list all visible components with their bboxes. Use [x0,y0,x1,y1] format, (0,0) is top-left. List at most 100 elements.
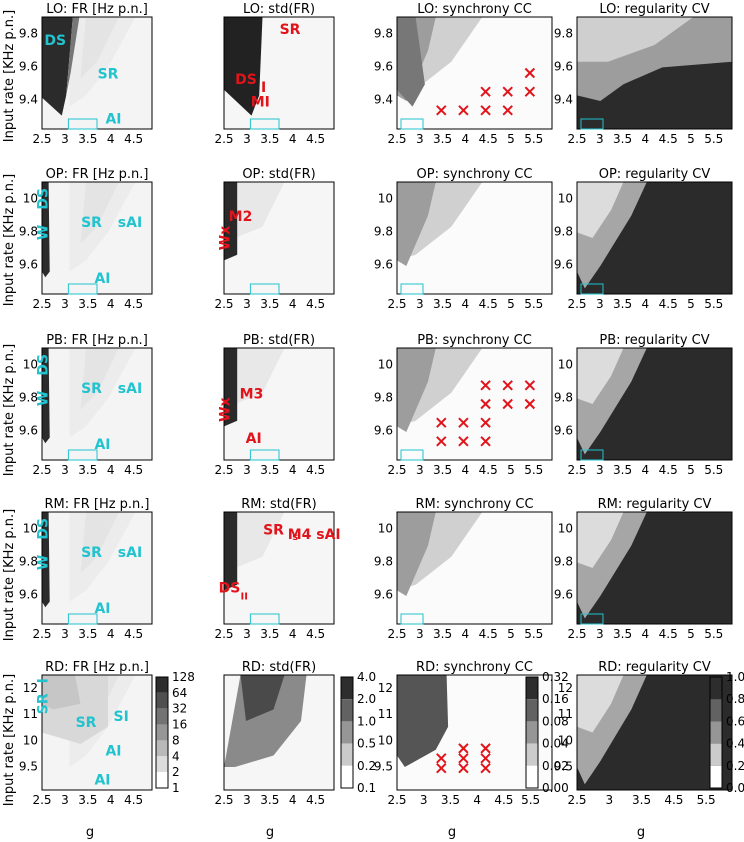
colorbar-tick: 128 [172,670,195,684]
colorbar-segment [156,740,168,757]
annotation-label: AI [105,744,121,760]
xtick-label: 3 [243,132,251,146]
colorbar-tick: 1 [172,781,180,795]
cross-marker [458,762,469,774]
panel-frame [576,16,733,130]
panel-title: LO: FR [Hz p.n.] [46,2,148,17]
xtick-label: 2.5 [214,793,233,807]
colorbar-4: 1.0 0.8 0.6 0.4 0.2 0.0 [709,670,744,795]
xtick-label: 3 [243,793,251,807]
panel-lo-1: LO: FR [Hz p.n.] 9.4 9.6 9.8 2.5 3 3.5 4 4.5 DS SR… [19,2,153,146]
std-region-light [232,348,285,404]
cross-stroke [458,105,469,116]
cross-marker [524,380,536,391]
fr-region-mid [80,348,119,410]
annotation-label: SR [280,22,301,38]
xtick-label: 4 [462,297,470,311]
colorbar-frame [340,676,354,789]
cross-stroke [502,398,513,410]
colorbar-segment [156,756,168,773]
xtick-label: 5.5 [704,463,723,477]
fr-region-mid [80,512,119,574]
annotation-label: AI [94,772,110,788]
std-region-light [232,512,285,568]
ytick-label: 12 [378,681,393,695]
xtick-label: 4.5 [479,463,498,477]
panel-frame [576,347,733,461]
colorbar-3: 0.32 0.16 0.08 0.04 0.02 0.00 [525,670,569,795]
xtick-label: 3.5 [613,463,632,477]
cross-marker [524,86,536,97]
cross-marker [458,105,469,116]
ytick-label: 10 [23,357,38,371]
annotation-label: Wx [218,397,234,421]
colorbar-segment [526,743,538,766]
annotation-label: AI [246,431,262,447]
cross-marker [436,753,447,764]
cross-stroke [458,762,469,774]
panel-title: RM: FR [Hz p.n.] [44,497,149,512]
annotation-label: AI [94,601,110,617]
ytick-label: 9.8 [554,554,573,568]
std-region-dark [224,348,238,427]
colorbar-tick: 1.0 [357,714,376,728]
xtick-label: 4.5 [659,297,678,311]
region-marker-box [400,613,424,625]
ytick-label: 10 [378,191,393,205]
xtick-label: 4.5 [479,627,498,641]
cross-marker [524,67,536,79]
colorbar-tick: 1.0 [726,670,744,684]
panel-rd-1: RD: FR [Hz p.n.] 9.5 10 11 12 2.5 3 3.5 4 4.5 SR I S… [19,660,153,807]
colorbar-segment [156,724,168,741]
ytick-label: 10 [378,357,393,371]
xtick-label: 4 [473,793,481,807]
std-region-dark [224,512,238,591]
panel-title: LO: std(FR) [243,2,315,17]
xtick-label: 2.5 [567,297,586,311]
ylabel-row-3: Input rate [KHz p.n.] [2,344,17,477]
panel-pb-3: PB: synchrony CC 9.6 9.8 10 2.5 3 3.5 4 4.5 5 5.5 [374,333,553,477]
ytick-label: 9.4 [374,92,393,106]
xtick-label: 3 [416,627,424,641]
colorbar-tick: 0.32 [542,670,569,684]
ytick-label: 10 [23,521,38,535]
panel-title: RM: synchrony CC [415,497,533,512]
colorbar-tick: 0.04 [542,737,569,751]
panel-frame [396,16,553,130]
xtick-label: 5 [507,627,515,641]
ytick-label: 11 [558,707,573,721]
ytick-label: 10 [23,191,38,205]
annotation-label: AI [94,271,110,287]
panel-frame [41,674,153,791]
ytick-label: 9.5 [554,759,573,773]
annotation-subscript: s [292,532,298,543]
xlabel-col-1: g [86,825,94,840]
xtick-label: 4 [289,627,297,641]
colorbar-tick: 0.0 [726,781,744,795]
colorbar-tick: 0.02 [542,759,569,773]
panel-title: LO: synchrony CC [417,2,532,17]
xtick-label: 5.5 [704,132,723,146]
xtick-label: 3 [416,463,424,477]
xtick-label: 3 [61,132,69,146]
ytick-label: 9.6 [374,423,393,437]
xtick-label: 3.5 [78,463,97,477]
xtick-label: 3.5 [433,132,452,146]
cv-region-lighter [577,512,624,568]
colorbar-2: 4.0 2.0 1.0 0.5 0.2 0.1 [340,670,376,795]
xtick-label: 4 [289,132,297,146]
cv-region-lighter [577,675,624,733]
cross-stroke [480,105,491,116]
annotation-label: sAI [118,381,142,397]
ytick-label: 10 [558,521,573,535]
ytick-label: 9.8 [374,390,393,404]
panel-title: RM: std(FR) [241,497,317,512]
xtick-label: 3.5 [78,132,97,146]
region-marker-box [580,449,604,461]
annotation-label: SI [114,709,129,725]
xtick-label: 3.5 [78,297,97,311]
xtick-label: 2.5 [567,132,586,146]
annotation-label: W [36,391,52,406]
xtick-label: 3 [416,132,424,146]
annotation-label: Wx [218,226,234,250]
